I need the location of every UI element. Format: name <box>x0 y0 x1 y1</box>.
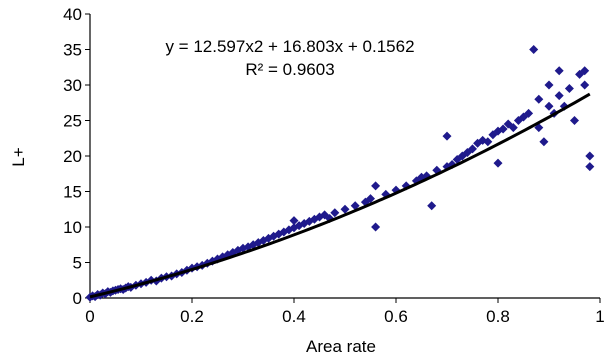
data-point <box>248 240 258 250</box>
x-tick-label: 0 <box>85 307 94 326</box>
data-point <box>427 201 437 211</box>
y-tick-label: 25 <box>63 112 82 131</box>
r-squared-label: R² = 0.9603 <box>245 60 334 79</box>
data-point <box>585 162 595 172</box>
x-tick-label: 1 <box>595 307 604 326</box>
data-point <box>585 151 595 161</box>
data-point <box>330 208 340 218</box>
data-point <box>468 144 477 154</box>
data-point <box>350 201 360 211</box>
data-point <box>539 137 549 147</box>
x-axis-title: Area rate <box>306 337 376 356</box>
data-point <box>564 84 574 94</box>
data-point <box>524 108 534 118</box>
x-tick-label: 0.4 <box>282 307 306 326</box>
data-point <box>544 80 554 90</box>
data-point <box>483 137 493 147</box>
data-point <box>534 94 544 104</box>
data-point <box>580 66 590 76</box>
data-point <box>493 158 503 168</box>
y-tick-label: 10 <box>63 218 82 237</box>
trendline-layer <box>89 92 591 299</box>
x-tick-label: 0.6 <box>384 307 408 326</box>
data-point <box>508 123 518 133</box>
y-tick-label: 20 <box>63 147 82 166</box>
trendline-curve <box>89 92 591 299</box>
data-point <box>366 194 375 204</box>
data-point <box>498 124 508 134</box>
y-axis-title: L+ <box>9 147 28 166</box>
y-tick-label: 40 <box>63 5 82 24</box>
data-point <box>442 131 452 141</box>
data-point <box>544 101 554 111</box>
axes: 0 5 10 15 20 25 30 35 40 0 0.2 0.4 0.6 0.8 1 <box>63 5 605 326</box>
y-tick-label: 30 <box>63 76 82 95</box>
data-point <box>529 45 539 54</box>
data-point <box>371 181 381 191</box>
y-tick-label: 35 <box>63 41 82 60</box>
data-point <box>570 116 579 125</box>
x-tick-label: 0.8 <box>486 307 510 326</box>
x-tick-label: 0.2 <box>180 307 204 326</box>
data-points <box>85 45 595 302</box>
y-tick-label: 15 <box>63 183 82 202</box>
data-point <box>554 91 564 101</box>
y-tick-label: 5 <box>73 254 82 273</box>
trendline-equation: y = 12.597x2 + 16.803x + 0.1562 <box>165 37 414 56</box>
data-point <box>371 222 381 232</box>
y-tick-label: 0 <box>73 289 82 308</box>
data-point <box>493 126 503 136</box>
data-point <box>554 66 564 76</box>
data-point <box>580 80 590 90</box>
data-point <box>340 204 350 214</box>
data-point <box>289 216 299 226</box>
